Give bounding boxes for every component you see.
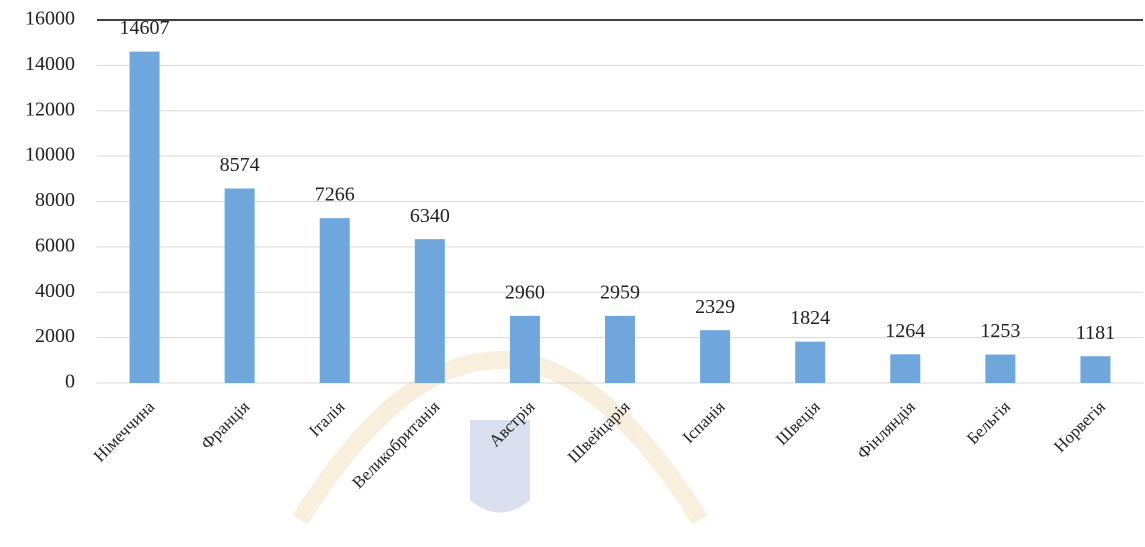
- x-tick-label: Іспанія: [679, 397, 729, 447]
- data-label: 2329: [695, 296, 735, 318]
- y-tick-label: 2000: [35, 325, 75, 347]
- y-tick-label: 16000: [25, 8, 75, 30]
- x-tick-label: Фінляндія: [853, 397, 919, 463]
- y-tick-label: 12000: [25, 98, 75, 120]
- x-tick-label: Франція: [197, 397, 253, 453]
- y-tick-label: 10000: [25, 144, 75, 166]
- y-tick-label: 4000: [35, 280, 75, 302]
- x-tick-label: Німеччина: [90, 397, 159, 466]
- data-label: 6340: [410, 205, 450, 227]
- bar: [510, 316, 540, 383]
- data-label: 2959: [600, 281, 640, 303]
- bar: [1080, 356, 1110, 383]
- bar: [700, 330, 730, 383]
- data-label: 2960: [505, 281, 545, 303]
- bar: [890, 354, 920, 383]
- data-label: 1824: [790, 307, 830, 329]
- x-tick-label: Норвегія: [1050, 397, 1109, 456]
- bar: [605, 316, 635, 383]
- y-tick-label: 6000: [35, 234, 75, 256]
- data-label: 1253: [980, 320, 1020, 342]
- bar: [985, 355, 1015, 383]
- bar: [415, 239, 445, 383]
- bar: [320, 218, 350, 383]
- data-label: 8574: [220, 154, 260, 176]
- y-tick-label: 8000: [35, 189, 75, 211]
- x-tick-label: Італія: [305, 397, 348, 440]
- bar: [130, 52, 160, 383]
- bar: [225, 188, 255, 383]
- data-label: 1264: [885, 320, 925, 342]
- bar: [795, 342, 825, 383]
- x-tick-label: Бельгія: [963, 397, 1014, 448]
- y-tick-label: 14000: [25, 53, 75, 75]
- y-tick-label: 0: [65, 371, 75, 393]
- data-label: 14607: [120, 17, 170, 39]
- chart: 0 2000 4000 6000 8000 10000 12000 14000 16000 146…: [0, 0, 1145, 547]
- x-tick-label: Швеція: [772, 397, 824, 449]
- data-label: 7266: [315, 184, 355, 206]
- data-label: 1181: [1076, 322, 1115, 344]
